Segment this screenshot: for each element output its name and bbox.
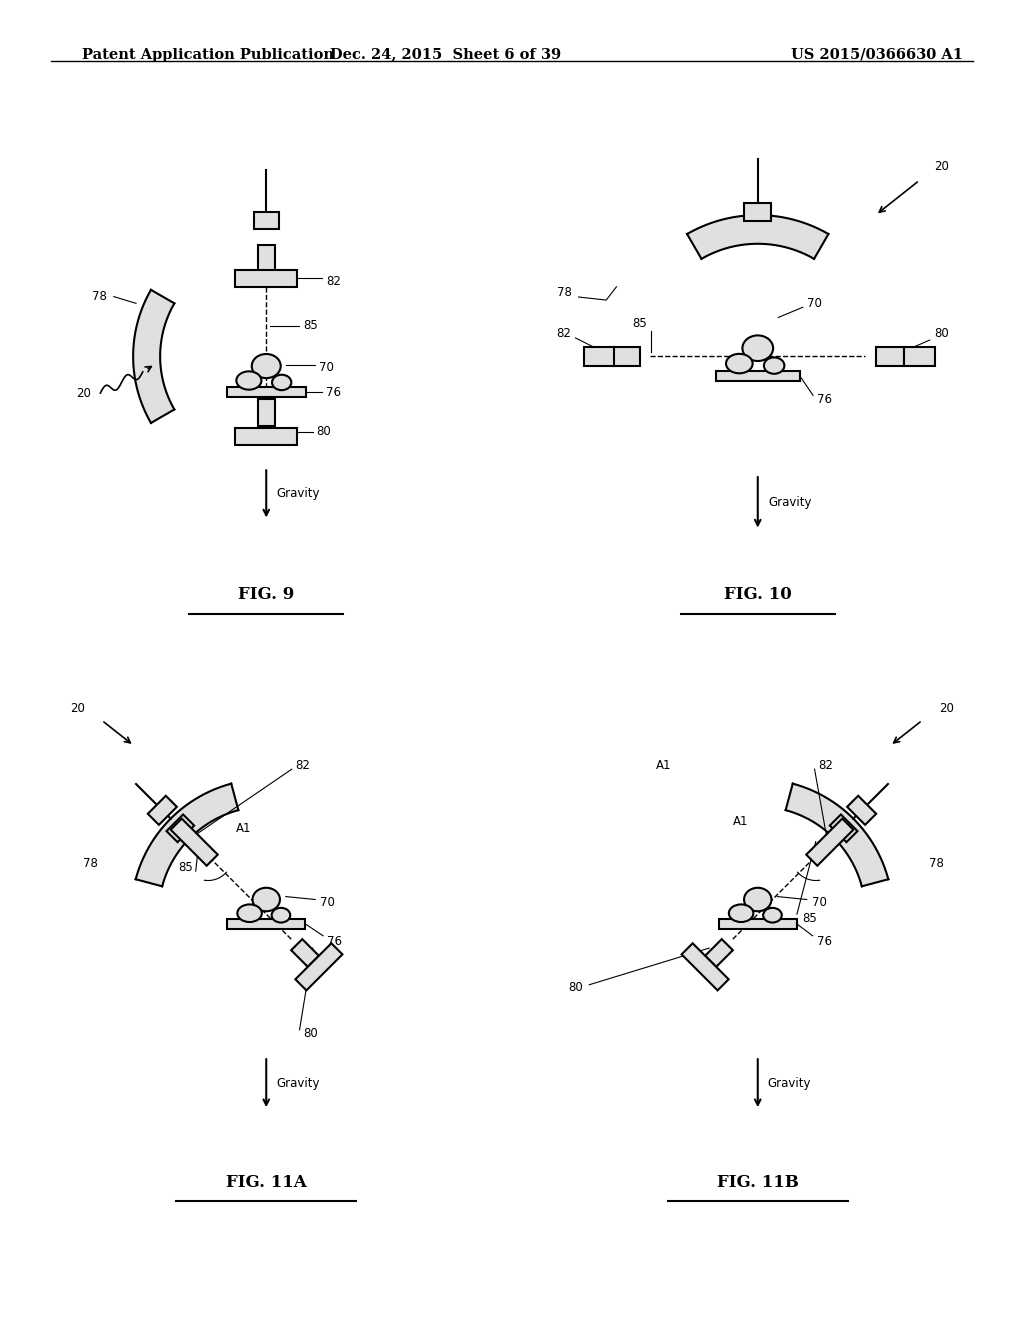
- Text: A1: A1: [656, 759, 672, 772]
- Text: Gravity: Gravity: [768, 1077, 811, 1090]
- Polygon shape: [682, 944, 729, 990]
- Bar: [611, 347, 640, 366]
- Text: Patent Application Publication: Patent Application Publication: [82, 48, 334, 62]
- Ellipse shape: [744, 888, 771, 911]
- Text: Gravity: Gravity: [275, 487, 319, 500]
- Bar: [258, 244, 274, 272]
- Text: 20: 20: [939, 702, 953, 715]
- Text: Gravity: Gravity: [768, 496, 811, 508]
- Bar: [716, 371, 800, 381]
- Text: FIG. 11A: FIG. 11A: [226, 1173, 306, 1191]
- Text: Dec. 24, 2015  Sheet 6 of 39: Dec. 24, 2015 Sheet 6 of 39: [330, 48, 561, 62]
- Text: 85: 85: [633, 317, 647, 330]
- Text: 20: 20: [934, 161, 949, 173]
- Text: 78: 78: [929, 857, 944, 870]
- Bar: [227, 919, 305, 929]
- Polygon shape: [135, 784, 239, 886]
- Bar: [226, 387, 306, 397]
- Text: 76: 76: [816, 935, 831, 948]
- Text: 76: 76: [326, 385, 341, 399]
- Polygon shape: [295, 944, 342, 990]
- Text: 82: 82: [326, 275, 341, 288]
- Bar: [719, 919, 797, 929]
- Ellipse shape: [764, 358, 784, 374]
- Ellipse shape: [742, 335, 773, 360]
- Text: 82: 82: [296, 759, 310, 772]
- Ellipse shape: [252, 354, 281, 378]
- Bar: [236, 428, 297, 445]
- Text: 80: 80: [568, 981, 584, 994]
- Text: 82: 82: [818, 759, 834, 772]
- Text: A1: A1: [237, 821, 252, 834]
- Polygon shape: [147, 796, 177, 825]
- Ellipse shape: [763, 908, 781, 923]
- Text: FIG. 9: FIG. 9: [239, 586, 294, 603]
- Text: FIG. 11B: FIG. 11B: [717, 1173, 799, 1191]
- Polygon shape: [167, 814, 195, 842]
- Bar: [236, 269, 297, 286]
- Ellipse shape: [729, 904, 754, 923]
- Ellipse shape: [238, 904, 262, 923]
- Polygon shape: [785, 784, 889, 886]
- Text: 80: 80: [303, 1027, 318, 1040]
- Polygon shape: [806, 818, 853, 866]
- Polygon shape: [133, 290, 174, 422]
- Ellipse shape: [253, 888, 280, 911]
- Polygon shape: [706, 939, 733, 966]
- Text: 80: 80: [316, 425, 331, 438]
- Ellipse shape: [272, 375, 291, 391]
- Text: US 2015/0366630 A1: US 2015/0366630 A1: [791, 48, 963, 62]
- Polygon shape: [171, 818, 218, 866]
- Text: 80: 80: [934, 327, 948, 341]
- Text: 20: 20: [76, 387, 91, 400]
- Ellipse shape: [271, 908, 290, 923]
- Text: FIG. 10: FIG. 10: [724, 586, 792, 603]
- Bar: [744, 203, 771, 222]
- Text: Gravity: Gravity: [276, 1077, 319, 1090]
- Text: 20: 20: [71, 702, 85, 715]
- Polygon shape: [687, 215, 828, 259]
- Text: 78: 78: [92, 290, 108, 304]
- Text: 70: 70: [812, 896, 826, 909]
- Ellipse shape: [237, 371, 261, 389]
- Bar: [876, 347, 904, 366]
- Text: 70: 70: [807, 297, 822, 310]
- Bar: [584, 347, 614, 366]
- Text: 85: 85: [303, 319, 317, 333]
- Text: 78: 78: [556, 286, 571, 300]
- Polygon shape: [829, 814, 857, 842]
- Text: 70: 70: [321, 896, 335, 909]
- Text: 70: 70: [319, 362, 334, 375]
- Bar: [258, 399, 274, 426]
- Polygon shape: [847, 796, 877, 825]
- Text: A1: A1: [733, 814, 749, 828]
- Text: 85: 85: [178, 861, 193, 874]
- Text: 76: 76: [327, 935, 342, 948]
- Text: 78: 78: [83, 857, 97, 870]
- Text: 82: 82: [556, 327, 571, 341]
- Text: 76: 76: [817, 393, 833, 407]
- Text: 85: 85: [802, 912, 816, 924]
- Bar: [254, 211, 279, 230]
- Bar: [904, 347, 935, 366]
- Polygon shape: [291, 939, 318, 966]
- Ellipse shape: [726, 354, 753, 374]
